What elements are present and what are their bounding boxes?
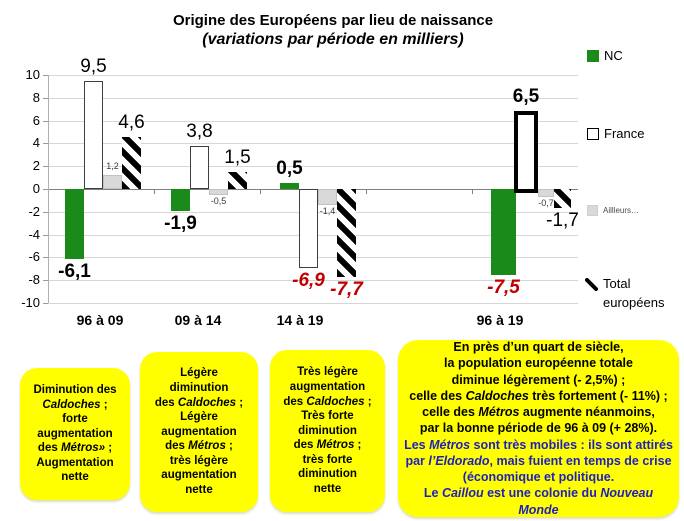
x-category-label: 96 à 09 bbox=[76, 312, 124, 328]
y-tickmark bbox=[43, 75, 48, 76]
value-label: 1,5 bbox=[224, 146, 251, 168]
x-tickmark bbox=[260, 189, 261, 194]
legend-item-france: France bbox=[587, 126, 644, 141]
bar-france-96à19 bbox=[514, 110, 538, 193]
annotation-box-4: En près d’un quart de siècle, la populati… bbox=[398, 340, 679, 517]
annotation-box-1: Diminution des Caldoches ; forte augmentati… bbox=[20, 368, 130, 500]
x-tickmark bbox=[154, 189, 155, 194]
chart-title: Origine des Européens par lieu de naissa… bbox=[172, 12, 494, 29]
value-label: -0,7 bbox=[538, 197, 554, 208]
bar-nc-96à19 bbox=[491, 189, 516, 275]
y-tick-label: -8 bbox=[28, 272, 40, 288]
legend-label-france: France bbox=[604, 126, 645, 141]
legend-item-nc: NC bbox=[587, 48, 623, 63]
y-tickmark bbox=[43, 166, 48, 168]
bar-ailleurs-14à19 bbox=[318, 189, 337, 205]
bar-total-09à14 bbox=[228, 171, 247, 189]
value-label: -0,5 bbox=[210, 195, 227, 206]
annotation-box-3: Très légère augmentation des Caldoches ; Tr… bbox=[270, 350, 385, 512]
y-tickmark bbox=[43, 120, 48, 122]
x-tickmark bbox=[472, 189, 473, 194]
gridline bbox=[48, 143, 578, 145]
y-tick-label: 2 bbox=[32, 158, 40, 174]
value-label: -1,9 bbox=[164, 212, 197, 234]
y-tickmark bbox=[43, 257, 48, 259]
gridline bbox=[48, 303, 578, 304]
y-tickmark bbox=[43, 189, 48, 190]
x-tickmark bbox=[366, 189, 367, 194]
annotation-box-2: Légère diminution des Caldoches ; Légère aug… bbox=[140, 352, 258, 512]
x-category-label: 96 à 19 bbox=[476, 312, 524, 328]
y-tick-label: 0 bbox=[32, 181, 40, 196]
gridline bbox=[48, 280, 578, 282]
y-tick-label: 10 bbox=[25, 67, 40, 82]
bar-nc-09à14 bbox=[171, 189, 190, 211]
nc-swatch-icon bbox=[587, 49, 599, 62]
legend-item-ailleurs: Aillleurs… bbox=[587, 205, 639, 216]
y-tickmark bbox=[43, 97, 48, 99]
value-label: -1,7 bbox=[546, 210, 579, 232]
bar-ailleurs-09à14 bbox=[209, 189, 228, 195]
bar-nc-14à19 bbox=[280, 183, 299, 189]
y-tickmark bbox=[43, 143, 48, 145]
france-swatch-icon bbox=[587, 127, 599, 140]
y-tick-label: 6 bbox=[32, 112, 40, 128]
y-tick-label: -10 bbox=[21, 295, 40, 310]
gridline bbox=[48, 120, 578, 122]
value-label: -7,5 bbox=[487, 276, 520, 298]
y-tickmark bbox=[43, 211, 48, 213]
value-label: 6,5 bbox=[512, 85, 540, 107]
bar-total-14à19 bbox=[337, 189, 356, 277]
bar-ailleurs-96à19 bbox=[538, 189, 554, 197]
value-label: 3,8 bbox=[186, 120, 213, 142]
y-axis bbox=[48, 75, 49, 303]
value-label: -6,1 bbox=[58, 260, 91, 282]
bar-ailleurs-96à09 bbox=[103, 175, 122, 189]
y-tick-label: 4 bbox=[32, 135, 40, 151]
y-tick-label: -2 bbox=[28, 203, 40, 219]
bar-total-96à19 bbox=[554, 189, 571, 209]
y-tick-label: -4 bbox=[28, 226, 40, 242]
gridline bbox=[48, 166, 578, 168]
value-label: -7,7 bbox=[330, 278, 363, 300]
chart-subtitle: (variations par période en milliers) bbox=[202, 31, 464, 48]
value-label: 9,5 bbox=[80, 55, 107, 77]
value-label: -1,4 bbox=[319, 205, 336, 216]
value-label: 1,2 bbox=[106, 161, 119, 172]
bar-france-14à19 bbox=[299, 189, 318, 268]
value-label: -6,9 bbox=[292, 269, 325, 291]
legend-label-total: Total européens bbox=[603, 276, 665, 310]
legend-label-nc: NC bbox=[604, 48, 623, 63]
gridline bbox=[48, 75, 578, 76]
diagonal-stroke-icon bbox=[585, 278, 598, 294]
y-tick-label: -6 bbox=[28, 249, 40, 265]
legend-label-ailleurs: Aillleurs… bbox=[603, 206, 640, 215]
legend-item-total: Total européens bbox=[585, 274, 664, 312]
value-label: 4,6 bbox=[118, 111, 145, 133]
y-tick-label: 8 bbox=[32, 89, 40, 105]
y-tickmark bbox=[43, 303, 48, 304]
y-tickmark bbox=[43, 234, 48, 236]
bar-france-96à09 bbox=[84, 80, 103, 189]
y-tickmark bbox=[43, 280, 48, 282]
bar-nc-96à09 bbox=[65, 189, 84, 259]
bar-total-96à09 bbox=[122, 136, 141, 189]
value-label: 0,5 bbox=[276, 158, 303, 180]
ailleurs-swatch-icon bbox=[587, 205, 598, 216]
x-category-label: 14 à 19 bbox=[276, 312, 324, 328]
x-category-label: 09 à 14 bbox=[174, 312, 222, 328]
gridline bbox=[48, 97, 578, 99]
bar-france-09à14 bbox=[190, 145, 209, 189]
title-block: Origine des Européens par lieu de naissa… bbox=[0, 12, 666, 49]
